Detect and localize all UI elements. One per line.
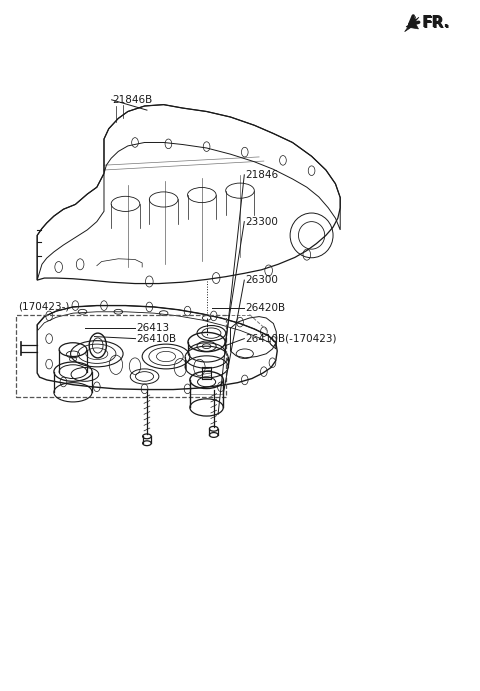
Bar: [16, 314, 226, 397]
Text: 21846B: 21846B: [112, 95, 152, 105]
Text: 23300: 23300: [245, 216, 277, 227]
Text: (170423-): (170423-): [18, 301, 70, 311]
Text: 26420B: 26420B: [245, 303, 285, 312]
Text: 26413: 26413: [136, 323, 169, 332]
Text: FR.: FR.: [422, 16, 450, 31]
Text: 26410B: 26410B: [136, 334, 176, 343]
Text: 26410B(-170423): 26410B(-170423): [245, 334, 336, 343]
Text: 21846: 21846: [245, 170, 278, 180]
Polygon shape: [406, 17, 419, 29]
Polygon shape: [405, 17, 419, 32]
Text: 26300: 26300: [245, 275, 277, 285]
Text: FR.: FR.: [421, 15, 449, 30]
